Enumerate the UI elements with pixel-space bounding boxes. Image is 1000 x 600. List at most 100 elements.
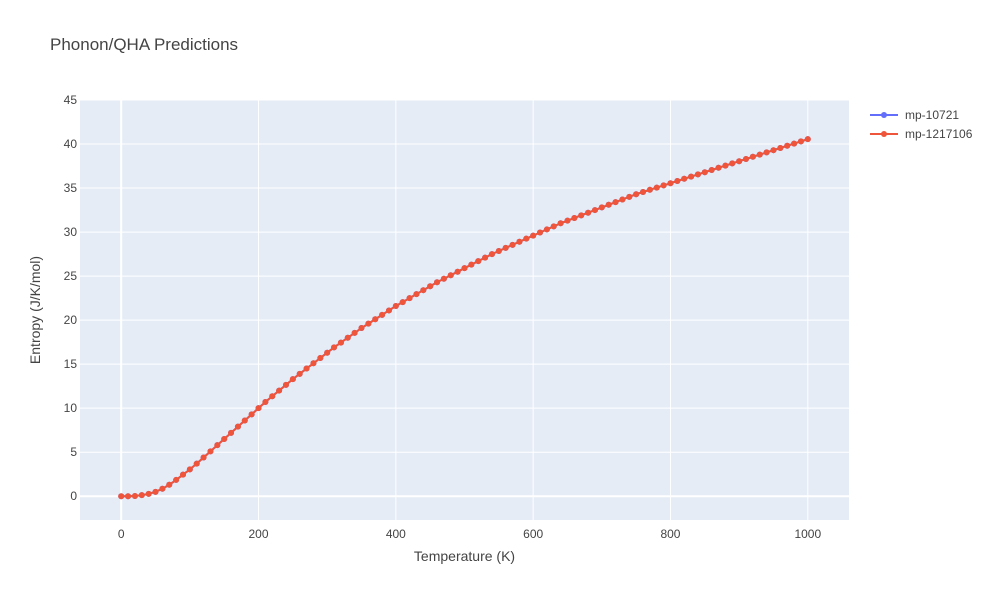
data-point: [406, 295, 413, 302]
data-point: [234, 423, 241, 430]
y-tick-label: 0: [70, 489, 77, 503]
data-point: [509, 241, 516, 248]
data-point: [303, 365, 310, 372]
data-point: [681, 175, 688, 182]
y-axis-title: Entropy (J/K/mol): [27, 256, 43, 364]
y-tick-label: 10: [64, 401, 78, 415]
data-point: [440, 275, 447, 282]
data-point: [688, 173, 695, 180]
data-point: [454, 268, 461, 275]
data-point: [118, 493, 125, 500]
data-point: [379, 311, 386, 318]
data-point: [434, 279, 441, 286]
y-axis-ticks: 0 5 10 15 20 25 30 35 40 45: [64, 93, 78, 503]
data-point: [461, 265, 468, 272]
data-point: [324, 349, 331, 356]
y-tick-label: 40: [64, 137, 78, 151]
data-point: [282, 381, 289, 388]
legend-item[interactable]: mp-1217106: [870, 127, 973, 141]
data-point: [708, 167, 715, 173]
data-point: [331, 344, 338, 351]
data-point: [262, 399, 269, 406]
x-tick-label: 200: [249, 527, 269, 541]
data-point: [749, 153, 756, 160]
data-point: [653, 184, 660, 191]
legend-label: mp-1217106: [905, 127, 973, 141]
data-point: [482, 254, 489, 261]
data-point: [646, 186, 653, 193]
data-point: [495, 248, 502, 255]
data-point: [784, 142, 791, 149]
data-point: [488, 251, 495, 258]
data-point: [351, 329, 358, 336]
legend[interactable]: mp-10721 mp-1217106: [870, 108, 973, 141]
data-point: [633, 191, 640, 198]
data-point: [125, 493, 132, 500]
data-point: [715, 164, 722, 171]
data-point: [523, 235, 530, 242]
data-point: [179, 471, 186, 478]
data-point: [173, 476, 180, 483]
data-point: [502, 244, 509, 251]
data-point: [557, 220, 564, 227]
data-point: [358, 325, 365, 332]
data-point: [399, 299, 406, 306]
data-point: [550, 223, 557, 230]
x-tick-label: 1000: [794, 527, 821, 541]
data-point: [612, 199, 619, 206]
data-point: [770, 147, 777, 154]
data-point: [207, 448, 214, 455]
legend-point-marker: [881, 112, 887, 118]
x-tick-label: 0: [118, 527, 125, 541]
data-point: [591, 207, 598, 214]
data-point: [276, 387, 283, 394]
data-point: [537, 229, 544, 236]
data-point: [447, 272, 454, 279]
y-tick-label: 20: [64, 313, 78, 327]
data-point: [475, 258, 482, 265]
data-point: [269, 393, 276, 400]
data-point: [296, 370, 303, 377]
data-point: [255, 405, 262, 412]
data-point: [241, 417, 248, 424]
y-tick-label: 15: [64, 357, 78, 371]
data-point: [598, 204, 605, 211]
data-point: [131, 492, 138, 499]
data-point: [743, 155, 750, 162]
data-point: [797, 138, 804, 145]
data-point: [571, 214, 578, 221]
data-point: [660, 182, 667, 189]
data-point: [543, 226, 550, 233]
data-point: [667, 180, 674, 187]
data-point: [420, 287, 427, 294]
data-point: [564, 217, 571, 224]
y-tick-label: 5: [70, 445, 77, 459]
data-point: [186, 466, 193, 473]
data-point: [791, 140, 798, 147]
data-point: [289, 376, 296, 383]
x-tick-label: 600: [523, 527, 543, 541]
data-point: [310, 360, 317, 367]
data-point: [585, 209, 592, 216]
data-point: [166, 481, 173, 488]
legend-label: mp-10721: [905, 108, 959, 122]
data-point: [152, 488, 159, 495]
series-layer: [118, 136, 811, 500]
legend-item[interactable]: mp-10721: [870, 108, 959, 122]
data-point: [578, 212, 585, 219]
data-point: [619, 196, 626, 203]
data-point: [756, 151, 763, 158]
data-point: [804, 136, 811, 143]
data-point: [427, 283, 434, 290]
legend-point-marker: [881, 131, 887, 137]
data-point: [729, 160, 736, 167]
x-tick-label: 400: [386, 527, 406, 541]
data-point: [777, 144, 784, 151]
data-point: [344, 334, 351, 341]
data-point: [365, 320, 372, 327]
data-point: [605, 201, 612, 208]
data-point: [145, 490, 152, 497]
data-point: [337, 339, 344, 346]
data-point: [159, 485, 166, 492]
data-point: [413, 291, 420, 298]
